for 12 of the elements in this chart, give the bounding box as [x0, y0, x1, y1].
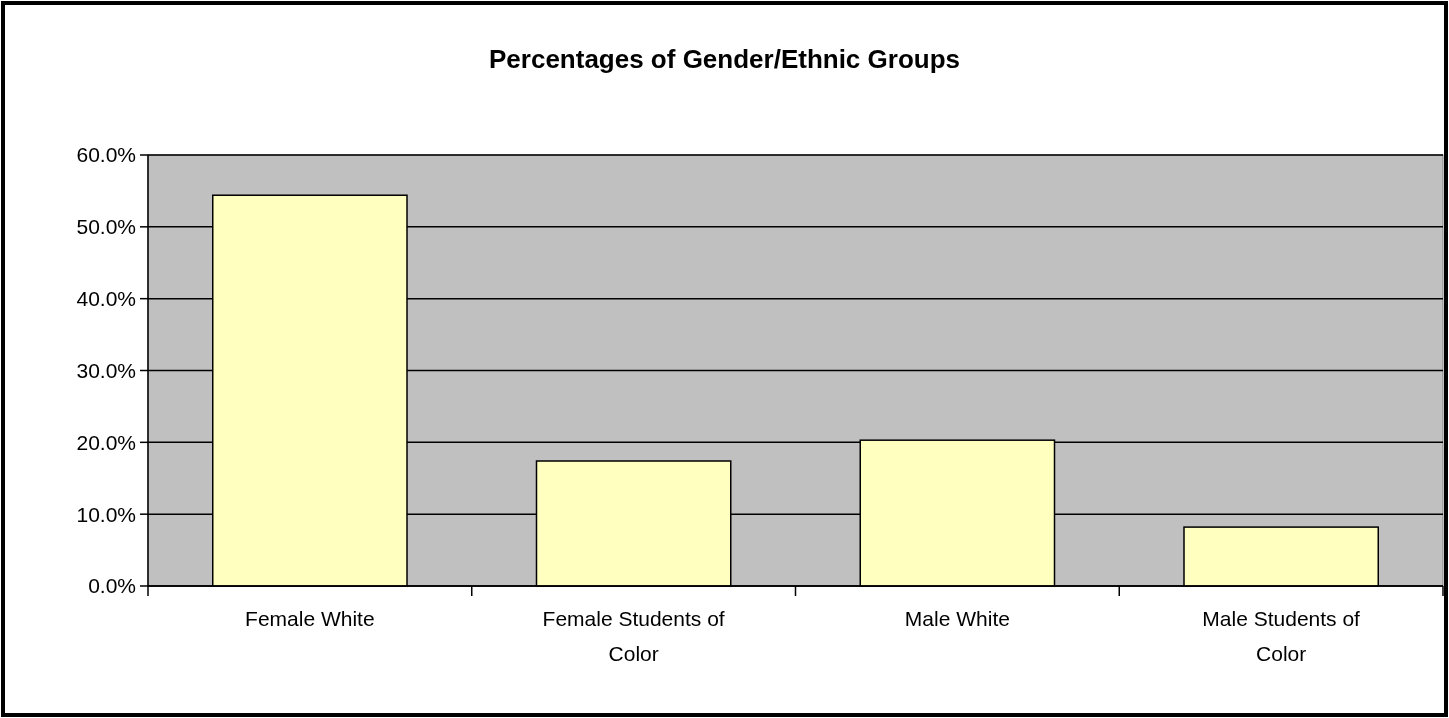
y-tick-label: 30.0%	[76, 358, 136, 382]
x-tick-label: Female Students of Color	[542, 607, 725, 665]
y-tick-label: 0.0%	[88, 574, 136, 598]
x-tick-label: Male White	[904, 607, 1010, 630]
chart-title: Percentages of Gender/Ethnic Groups	[489, 44, 960, 74]
y-tick-label: 50.0%	[76, 215, 136, 239]
y-tick-label: 20.0%	[76, 430, 136, 454]
y-tick-label: 40.0%	[76, 287, 136, 311]
x-tick-label: Male Students of Color	[1202, 607, 1361, 665]
y-tick-label: 60.0%	[76, 143, 136, 167]
y-tick-label: 10.0%	[76, 502, 136, 526]
x-tick-label: Female White	[245, 607, 375, 630]
